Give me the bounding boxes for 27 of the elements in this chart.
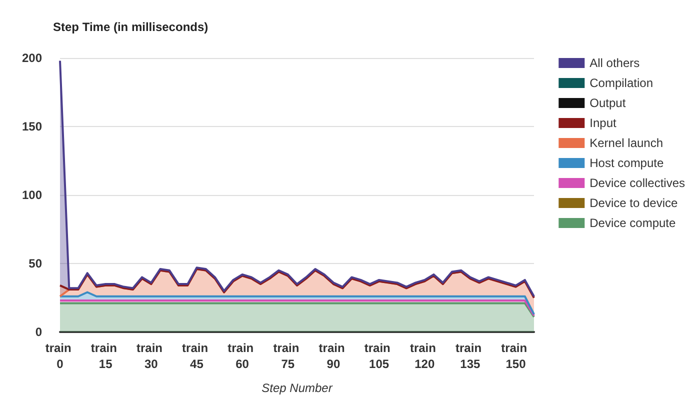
x-tick-label: train 60	[228, 341, 257, 371]
x-tick-label: train 150	[501, 341, 530, 371]
x-tick-label: train 45	[182, 341, 212, 371]
chart-title: Step Time (in milliseconds)	[53, 20, 208, 34]
legend-label: Device collectives	[590, 176, 686, 190]
legend-label: Output	[590, 96, 626, 110]
legend-label: Device to device	[590, 196, 678, 210]
x-tick-label: train 90	[318, 341, 348, 371]
legend-label: Host compute	[590, 156, 664, 170]
legend-label: Kernel launch	[590, 136, 664, 150]
x-tick-label: train 0	[45, 341, 75, 371]
y-tick-label: 0	[35, 325, 42, 339]
legend-label: Compilation	[590, 76, 654, 90]
x-tick-label: train 120	[410, 341, 440, 371]
x-tick-label: train 135	[456, 341, 485, 371]
legend-label: All others	[590, 56, 640, 70]
y-tick-label: 200	[22, 51, 42, 65]
x-tick-label: train 75	[273, 341, 303, 371]
x-tick-label: train 30	[136, 341, 166, 371]
y-tick-label: 50	[28, 256, 42, 270]
legend-label: Device compute	[590, 216, 676, 230]
x-tick-label: train 15	[90, 341, 120, 371]
x-axis-title: Step Number	[262, 381, 334, 395]
legend-label: Input	[590, 116, 617, 130]
y-tick-label: 150	[22, 120, 42, 134]
y-tick-label: 100	[22, 188, 42, 202]
x-tick-label: train 105	[364, 341, 394, 371]
